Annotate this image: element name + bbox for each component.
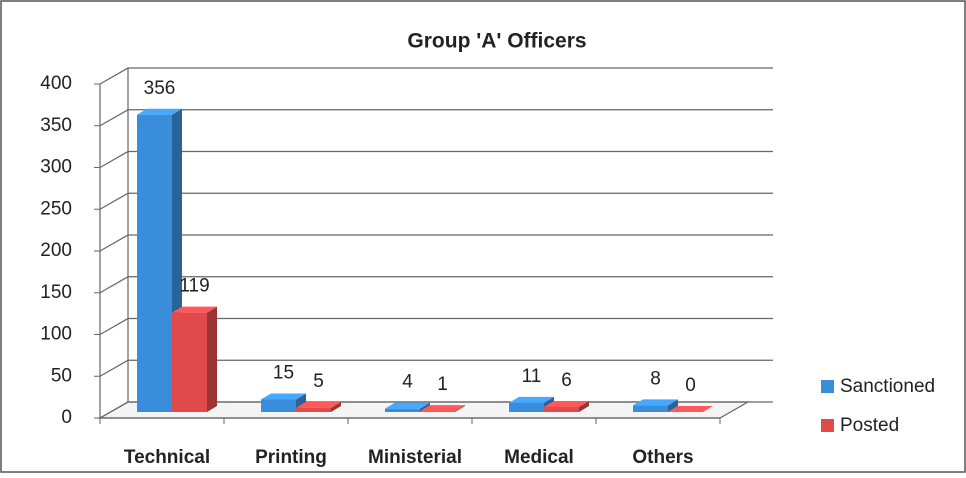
grid-line: [99, 109, 773, 127]
grid-line: [99, 317, 773, 336]
data-label: 15: [273, 362, 294, 383]
x-tick-label: Ministerial: [368, 447, 462, 468]
grid-line: [99, 276, 773, 294]
x-tick-label: Medical: [504, 447, 574, 468]
bar: [296, 407, 331, 412]
grid-line: [99, 192, 773, 210]
data-label: 0: [685, 375, 696, 396]
y-tick-label: 400: [40, 73, 72, 94]
data-label: 5: [313, 371, 324, 392]
data-label: 356: [144, 78, 176, 99]
x-tick-label: Technical: [124, 447, 210, 468]
legend-swatch: [821, 419, 834, 432]
bar: [420, 411, 455, 412]
data-label: 119: [179, 276, 209, 297]
bar-top: [137, 108, 182, 115]
y-tick-label: 100: [40, 324, 72, 345]
y-tick-label: 150: [40, 282, 72, 303]
data-label: 4: [402, 372, 413, 393]
bar: [172, 312, 207, 412]
bar-top: [420, 405, 465, 412]
y-tick-label: 200: [40, 240, 72, 261]
grid-line: [99, 67, 773, 85]
y-tick-label: 50: [51, 365, 72, 386]
data-label: 8: [650, 368, 661, 389]
bar-top: [172, 306, 217, 313]
y-tick-label: 0: [61, 407, 72, 428]
bar: [385, 408, 420, 412]
data-label: 1: [437, 374, 448, 395]
bar-side: [455, 405, 465, 412]
bar-top: [668, 406, 713, 412]
bar-side: [207, 306, 217, 412]
bar-side: [331, 401, 341, 412]
bar-top: [633, 399, 678, 406]
data-label: 6: [561, 370, 572, 391]
grid-line: [99, 150, 773, 169]
bar: [544, 406, 579, 412]
bar-top: [296, 401, 341, 408]
bar: [509, 402, 544, 412]
y-tick-label: 300: [40, 157, 72, 178]
bar-top: [385, 402, 430, 409]
x-tick-label: Others: [632, 447, 693, 468]
bar-side: [668, 399, 678, 412]
bar-top: [261, 393, 306, 400]
legend-label: Posted: [840, 415, 899, 436]
y-tick-label: 250: [40, 198, 72, 219]
bar-side: [579, 400, 589, 412]
chart-title: Group 'A' Officers: [407, 30, 586, 53]
y-tick-label: 350: [40, 115, 72, 136]
legend-label: Sanctioned: [840, 376, 935, 397]
grid-line: [99, 234, 773, 252]
grid-line: [99, 359, 773, 377]
data-label: 11: [522, 366, 542, 387]
legend-swatch: [821, 380, 834, 393]
bar-top: [544, 400, 589, 407]
bar: [137, 114, 172, 413]
x-tick-label: Printing: [255, 447, 327, 468]
bar-top: [509, 396, 554, 403]
bar: [633, 405, 668, 412]
bar: [261, 399, 296, 412]
